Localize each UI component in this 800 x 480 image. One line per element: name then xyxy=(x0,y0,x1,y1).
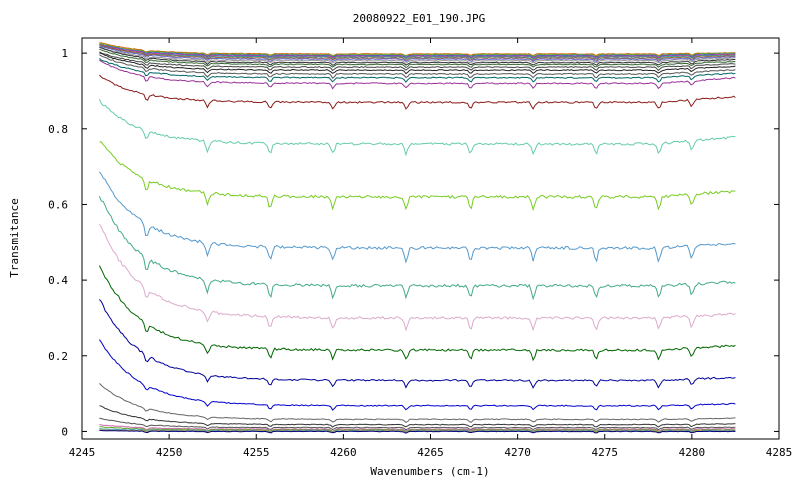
spectrum-line xyxy=(99,52,736,75)
spectrum-line xyxy=(99,383,736,424)
spectrum-line xyxy=(99,141,736,212)
spectrum-line xyxy=(98,265,736,362)
spectrum-line xyxy=(99,51,736,72)
spectrum-line xyxy=(99,47,736,64)
x-tick-label: 4270 xyxy=(504,446,531,459)
spectrum-line xyxy=(99,417,736,431)
x-tick-label: 4255 xyxy=(243,446,270,459)
y-tick-label: 0.6 xyxy=(48,198,68,211)
spectrum-line xyxy=(98,171,736,264)
x-tick-label: 4245 xyxy=(69,446,96,459)
y-tick-label: 0 xyxy=(61,425,68,438)
x-tick-label: 4260 xyxy=(330,446,357,459)
y-axis-ticks: 0 0.2 0.4 0.6 0.8 1 xyxy=(48,47,779,438)
spectrum-line xyxy=(98,339,736,411)
spectrum-line xyxy=(99,47,736,66)
spectrum-line xyxy=(99,74,736,110)
y-tick-label: 1 xyxy=(61,47,68,60)
y-tick-label: 0.4 xyxy=(48,274,68,287)
x-tick-label: 4285 xyxy=(766,446,793,459)
spectrum-line xyxy=(98,224,736,332)
spectrum-line xyxy=(99,429,736,434)
spectra-series xyxy=(98,42,736,434)
spectrum-line xyxy=(99,59,736,90)
y-axis-label: Transmitance xyxy=(8,198,21,277)
spectrum-line xyxy=(99,44,736,62)
x-tick-label: 4250 xyxy=(156,446,183,459)
x-tick-label: 4275 xyxy=(592,446,619,459)
x-axis-ticks: 4245 4250 4255 4260 4265 4270 4275 4280 4285 xyxy=(69,38,793,459)
spectrum-line xyxy=(99,45,736,63)
spectrum-line xyxy=(99,424,736,432)
x-axis-label: Wavenumbers (cm-1) xyxy=(370,465,489,478)
spectrum-line xyxy=(99,299,736,389)
chart-title: 20080922_E01_190.JPG xyxy=(353,12,485,25)
x-tick-label: 4265 xyxy=(417,446,444,459)
spectrum-line xyxy=(98,98,736,157)
spectrum-line xyxy=(99,45,736,60)
spectrum-line xyxy=(99,48,736,69)
y-tick-label: 0.8 xyxy=(48,123,68,136)
x-tick-label: 4280 xyxy=(679,446,706,459)
y-tick-label: 0.2 xyxy=(48,350,68,363)
spectrum-line xyxy=(98,196,736,301)
spectrum-line xyxy=(99,58,736,83)
spectrum-line xyxy=(99,54,736,79)
spectrum-line xyxy=(99,405,736,428)
